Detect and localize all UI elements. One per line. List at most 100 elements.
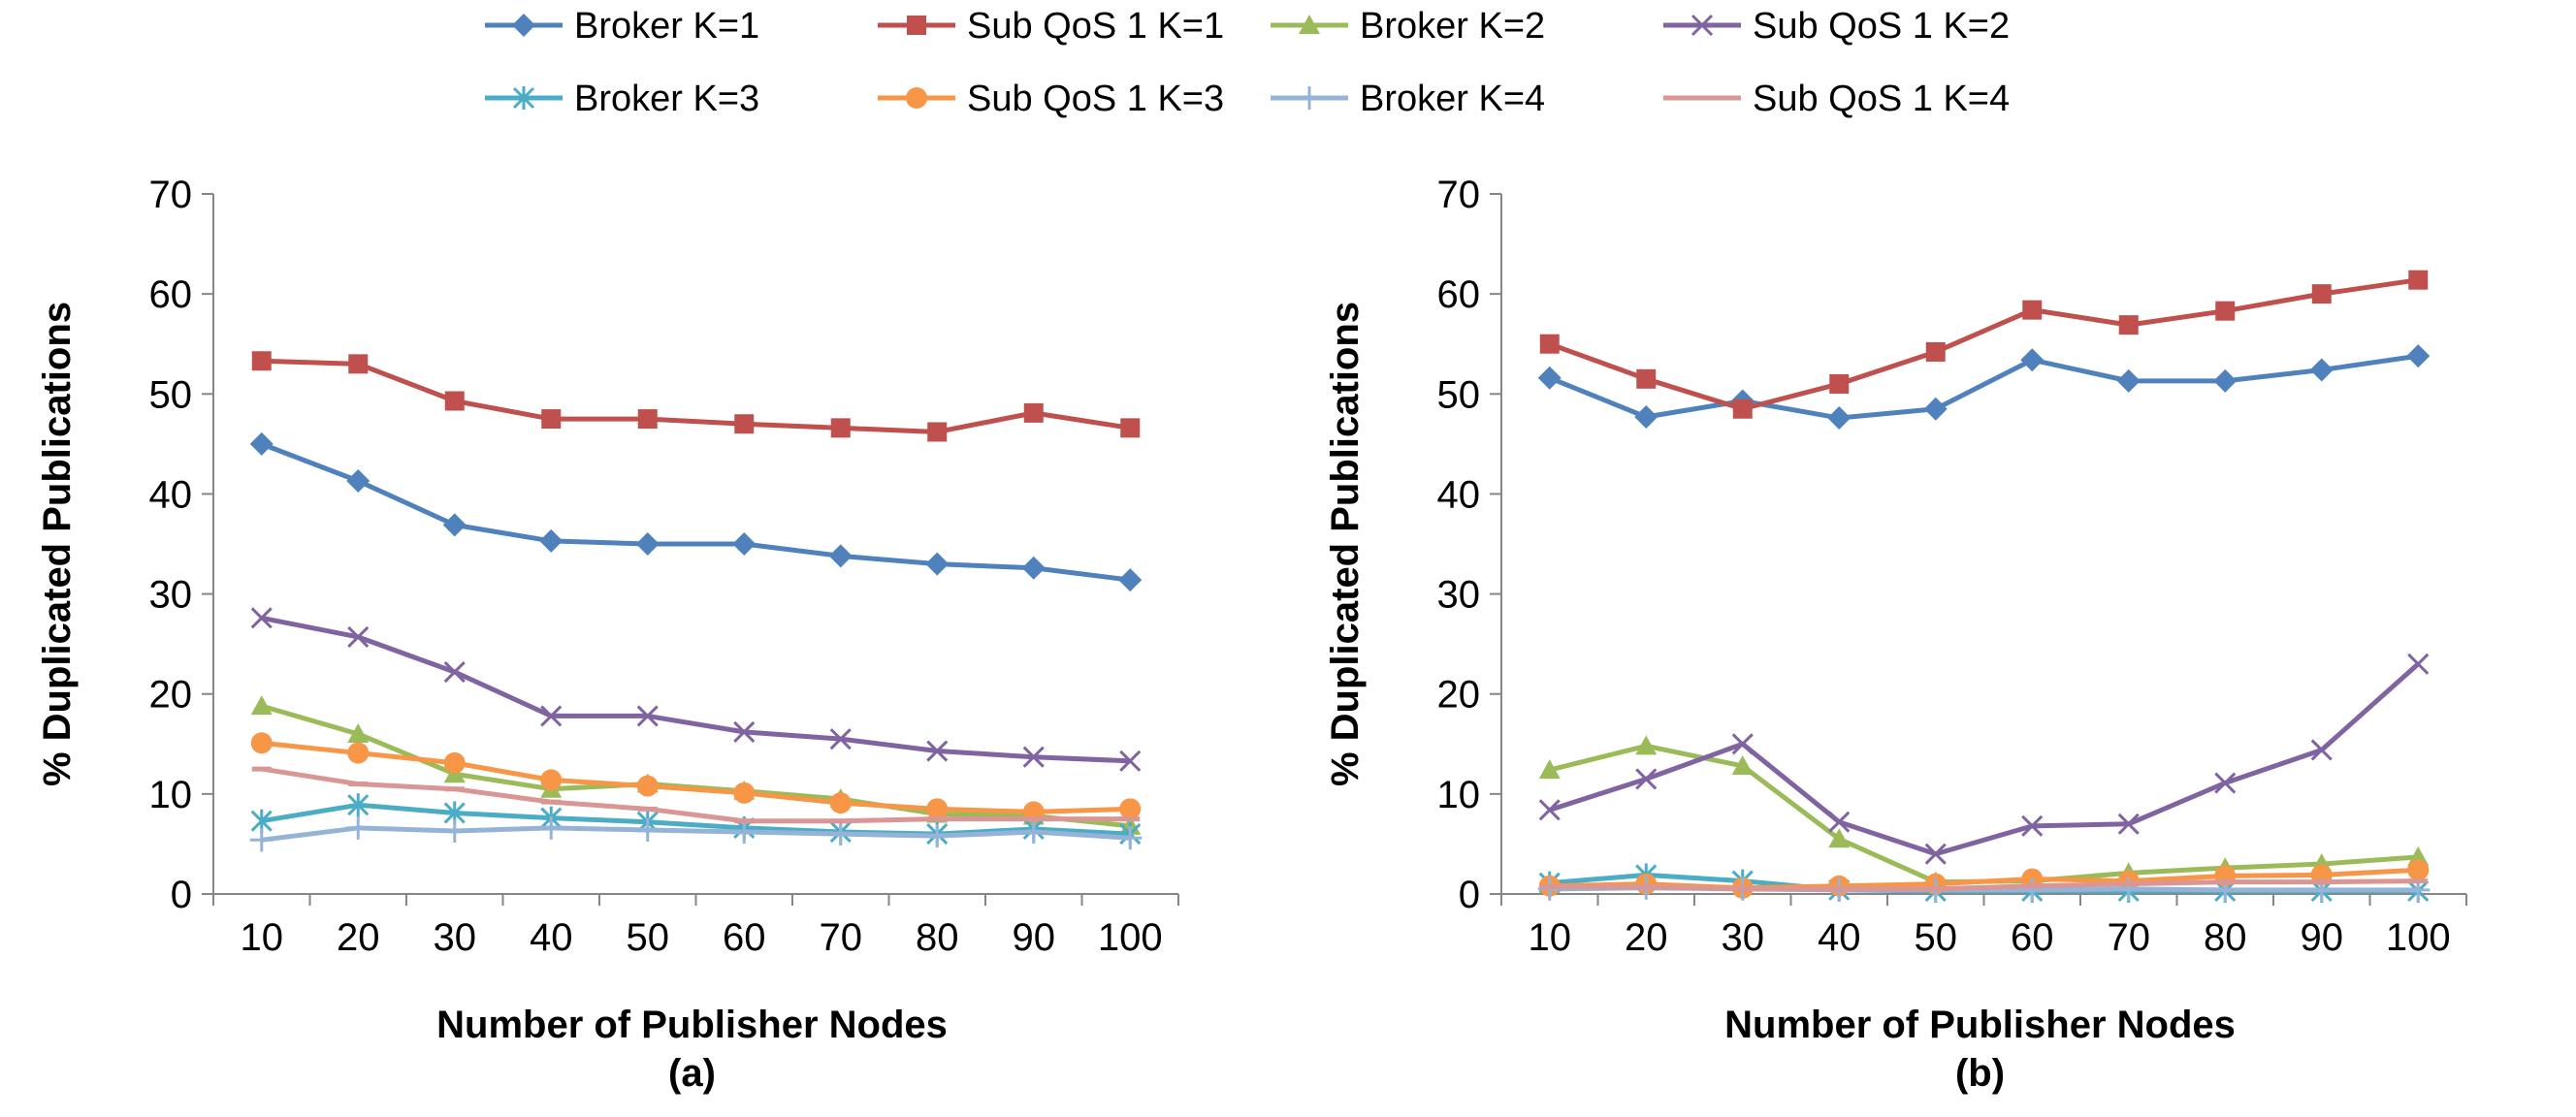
series-sub-qos-1-k-4 bbox=[1539, 878, 2429, 892]
series-line-broker-k-1 bbox=[260, 441, 1131, 583]
legend-label: Sub QoS 1 K=2 bbox=[1753, 6, 2010, 47]
legend-item-broker-k-1: Broker K=1 bbox=[485, 6, 759, 47]
data-point-broker-k-1 bbox=[1118, 568, 1143, 592]
x-tick-label: 40 bbox=[530, 916, 573, 959]
series-broker-k-4 bbox=[249, 815, 1143, 852]
data-point-broker-k-1 bbox=[1634, 405, 1658, 430]
data-point-sub-qos-1-k-3 bbox=[250, 732, 273, 754]
x-tick-label: 10 bbox=[241, 916, 284, 959]
y-tick-label: 0 bbox=[171, 874, 192, 916]
data-point-broker-k-1 bbox=[1827, 406, 1852, 431]
legend-label: Broker K=3 bbox=[574, 79, 759, 119]
data-point-sub-qos-1-k-1 bbox=[1023, 402, 1044, 423]
legend-item-broker-k-4: Broker K=4 bbox=[1271, 79, 1545, 119]
legend-marker-sub-qos-1-k-2 bbox=[1690, 14, 1714, 37]
data-point-broker-k-1 bbox=[2020, 348, 2045, 372]
series-line-sub-qos-1-k-2 bbox=[261, 615, 1131, 764]
y-tick-label: 60 bbox=[149, 273, 193, 316]
data-point-sub-qos-1-k-3 bbox=[347, 742, 370, 764]
data-point-sub-qos-1-k-2 bbox=[1924, 843, 1947, 865]
x-tick-label: 60 bbox=[2011, 916, 2054, 959]
x-axis-title: Number of Publisher Nodes bbox=[436, 1004, 948, 1046]
data-point-broker-k-1 bbox=[2309, 358, 2334, 382]
data-point-broker-k-4 bbox=[925, 824, 950, 848]
y-tick-label: 70 bbox=[1437, 174, 1481, 216]
data-point-sub-qos-1-k-3 bbox=[1119, 798, 1142, 820]
data-point-broker-k-4 bbox=[635, 817, 660, 842]
data-point-sub-qos-1-k-2 bbox=[829, 728, 852, 750]
data-point-sub-qos-1-k-1 bbox=[1120, 418, 1141, 438]
data-point-broker-k-2 bbox=[250, 695, 273, 716]
data-point-sub-qos-1-k-3 bbox=[636, 775, 659, 797]
data-point-broker-k-4 bbox=[732, 820, 757, 845]
data-point-sub-qos-1-k-2 bbox=[2117, 813, 2140, 835]
data-point-sub-qos-1-k-2 bbox=[1828, 811, 1851, 833]
x-tick-label: 50 bbox=[1915, 916, 1958, 959]
x-tick-label: 30 bbox=[1722, 916, 1765, 959]
data-point-sub-qos-1-k-1 bbox=[734, 414, 755, 434]
data-point-sub-qos-1-k-1 bbox=[2118, 315, 2139, 335]
data-point-broker-k-2 bbox=[1635, 735, 1658, 755]
x-tick-label: 60 bbox=[723, 916, 766, 959]
data-point-sub-qos-1-k-2 bbox=[2021, 814, 2044, 837]
series-sub-qos-1-k-2 bbox=[1538, 653, 2430, 865]
data-point-sub-qos-1-k-1 bbox=[830, 418, 851, 438]
panel-label: (a) bbox=[668, 1052, 716, 1095]
data-point-sub-qos-1-k-1 bbox=[348, 354, 369, 374]
data-point-sub-qos-1-k-2 bbox=[1538, 799, 1561, 821]
legend-marker-broker-k-2 bbox=[1299, 15, 1320, 34]
series-sub-qos-1-k-4 bbox=[251, 766, 1141, 824]
data-point-broker-k-1 bbox=[925, 552, 950, 576]
legend-item-broker-k-2: Broker K=2 bbox=[1271, 6, 1545, 47]
data-point-sub-qos-1-k-1 bbox=[251, 351, 272, 371]
series-sub-qos-1-k-2 bbox=[250, 607, 1142, 772]
data-point-sub-qos-1-k-2 bbox=[2214, 772, 2237, 794]
x-axis-title: Number of Publisher Nodes bbox=[1724, 1004, 2236, 1046]
y-tick-label: 70 bbox=[149, 174, 193, 216]
y-tick-label: 30 bbox=[149, 574, 193, 617]
data-point-broker-k-4 bbox=[1021, 820, 1046, 845]
data-point-sub-qos-1-k-1 bbox=[637, 409, 658, 430]
y-tick-label: 40 bbox=[1437, 473, 1481, 516]
data-point-broker-k-4 bbox=[2020, 878, 2045, 902]
y-tick-label: 30 bbox=[1437, 574, 1481, 617]
series-broker-k-1 bbox=[249, 431, 1143, 592]
data-point-broker-k-1 bbox=[2116, 368, 2141, 393]
legend-label: Sub QoS 1 K=4 bbox=[1753, 79, 2010, 119]
data-point-sub-qos-1-k-1 bbox=[2311, 284, 2332, 304]
legend-label: Sub QoS 1 K=3 bbox=[967, 79, 1224, 119]
legend-label: Broker K=2 bbox=[1360, 6, 1545, 47]
data-point-sub-qos-1-k-1 bbox=[927, 422, 948, 442]
series-line-broker-k-3 bbox=[261, 802, 1131, 837]
data-point-sub-qos-1-k-2 bbox=[347, 625, 370, 648]
x-tick-label: 70 bbox=[2108, 916, 2151, 959]
data-point-sub-qos-1-k-2 bbox=[443, 660, 466, 684]
y-tick-label: 60 bbox=[1437, 273, 1481, 316]
data-point-sub-qos-1-k-3 bbox=[733, 782, 756, 804]
data-point-sub-qos-1-k-2 bbox=[2407, 653, 2430, 675]
y-tick-label: 20 bbox=[1437, 674, 1481, 717]
data-point-sub-qos-1-k-3 bbox=[2407, 859, 2430, 881]
data-point-sub-qos-1-k-1 bbox=[2408, 270, 2429, 290]
x-tick-label: 40 bbox=[1818, 916, 1861, 959]
legend-label: Broker K=1 bbox=[574, 6, 759, 47]
data-point-broker-k-1 bbox=[346, 469, 370, 494]
data-point-broker-k-4 bbox=[346, 815, 370, 840]
data-point-sub-qos-1-k-2 bbox=[636, 705, 659, 727]
y-tick-label: 10 bbox=[149, 774, 193, 816]
y-tick-label: 20 bbox=[149, 674, 193, 717]
legend-item-sub-qos-1-k-4: Sub QoS 1 K=4 bbox=[1663, 79, 2010, 119]
data-point-sub-qos-1-k-3 bbox=[926, 798, 949, 820]
data-point-sub-qos-1-k-1 bbox=[541, 409, 562, 430]
chart-a: 0 10 20 30 40 50 60 70 10 20 30 40 50 60 70 80 90 100 % Du… bbox=[36, 174, 1179, 1095]
data-point-sub-qos-1-k-1 bbox=[1636, 368, 1657, 389]
legend-marker-broker-k-4 bbox=[1298, 86, 1321, 110]
data-point-sub-qos-1-k-2 bbox=[1635, 768, 1658, 790]
legend: Broker K=1 Sub QoS 1 K=1 Broker K=2 Sub QoS… bbox=[485, 6, 2010, 119]
data-point-broker-k-2 bbox=[1731, 754, 1754, 775]
data-point-sub-qos-1-k-1 bbox=[1829, 373, 1850, 394]
legend-marker-broker-k-3 bbox=[512, 86, 535, 110]
x-tick-label: 20 bbox=[337, 916, 380, 959]
data-point-sub-qos-1-k-2 bbox=[733, 720, 756, 743]
data-point-sub-qos-1-k-1 bbox=[2022, 300, 2043, 320]
